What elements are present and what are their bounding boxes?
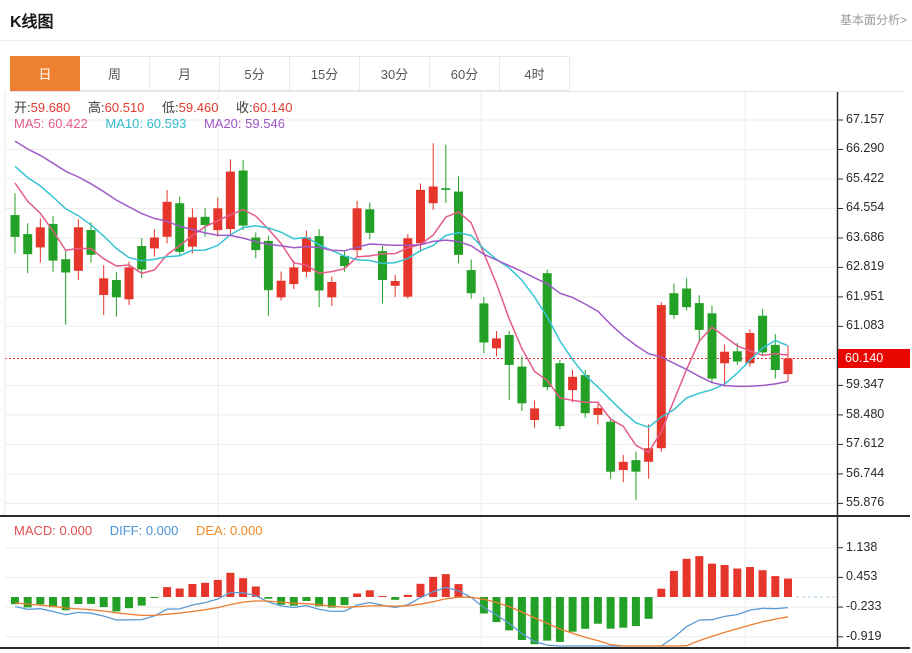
tab-30min[interactable]: 30分 — [360, 56, 430, 91]
diff-value: 0.000 — [145, 523, 179, 538]
macd-value: 0.000 — [59, 523, 93, 538]
axes-group — [0, 90, 910, 649]
ma20-value: 59.546 — [245, 116, 285, 131]
ohlc-open-label: 开: — [14, 100, 31, 115]
y-axis-label: 67.157 — [846, 112, 885, 126]
timeframe-tabs: 日周月 5分 15分 30分 60分 4时 — [10, 56, 905, 92]
ma5-line — [14, 182, 789, 454]
candles-group — [10, 143, 793, 500]
ohlc-close-value: 60.140 — [252, 100, 293, 115]
tab-month[interactable]: 月 — [150, 56, 220, 91]
ohlc-low-value: 59.460 — [178, 100, 219, 115]
macd-group — [11, 556, 836, 647]
page-title: K线图 — [10, 14, 54, 31]
ohlc-high-label: 高: — [88, 100, 105, 115]
current-price-badge: 60.140 — [838, 349, 910, 368]
y-axis-label: 57.612 — [846, 436, 885, 451]
y-axis-label: -0.233 — [846, 599, 882, 614]
tab-60min[interactable]: 60分 — [430, 56, 500, 91]
y-axis-label: 65.422 — [846, 170, 885, 185]
y-axis-label: 1.138 — [846, 539, 878, 554]
tab-day[interactable]: 日 — [10, 56, 80, 91]
ma-readout: MA5: 60.422 MA10: 60.593 MA20: 59.546 — [14, 116, 285, 131]
ma-lines-group — [14, 140, 789, 454]
tab-week[interactable]: 周 — [80, 56, 150, 91]
ma10-label: MA10: — [105, 116, 143, 131]
y-axis-label: 0.453 — [846, 569, 878, 584]
ohlc-high-value: 60.510 — [104, 100, 145, 115]
ohlc-open-value: 59.680 — [30, 100, 71, 115]
y-axis-label: 62.819 — [846, 259, 885, 274]
ma20-label: MA20: — [203, 116, 242, 131]
y-axis-label: 59.347 — [846, 377, 885, 392]
y-axis-label: 66.290 — [846, 141, 885, 156]
y-axis-label: 61.083 — [846, 318, 885, 333]
y-axis-label: 58.480 — [846, 406, 885, 421]
ma5-value: 60.422 — [47, 116, 88, 131]
ohlc-readout: 开:59.680 高:60.510 低:59.460 收:60.140 — [14, 97, 292, 116]
fundamental-analysis-link[interactable]: 基本面分析> — [839, 13, 907, 27]
y-axis-label: -0.919 — [846, 628, 882, 643]
ma5-label: MA5: — [14, 116, 45, 131]
macd-label: MACD: — [14, 523, 56, 538]
y-axis-label: 64.554 — [846, 200, 885, 215]
macd-readout: MACD: 0.000 DIFF: 0.000 DEA: 0.000 — [14, 523, 263, 538]
y-axis-label: 63.686 — [846, 229, 885, 244]
dea-value: 0.000 — [229, 523, 263, 538]
y-axis-label: 61.951 — [846, 288, 885, 303]
tab-15min[interactable]: 15分 — [290, 56, 360, 91]
diff-label: DIFF: — [109, 523, 143, 538]
y-axis-label: 55.876 — [846, 495, 885, 510]
tab-5min[interactable]: 5分 — [220, 56, 290, 91]
dea-label: DEA: — [195, 523, 227, 538]
y-axis-label: 56.744 — [846, 465, 885, 480]
dea-line — [14, 596, 789, 647]
ma10-value: 60.593 — [146, 116, 187, 131]
tab-4hour[interactable]: 4时 — [500, 56, 570, 91]
ma20-line — [14, 140, 789, 388]
header-divider — [0, 40, 912, 41]
ohlc-low-label: 低: — [162, 100, 179, 115]
ma10-line — [14, 165, 789, 429]
ohlc-close-label: 收: — [236, 100, 253, 115]
